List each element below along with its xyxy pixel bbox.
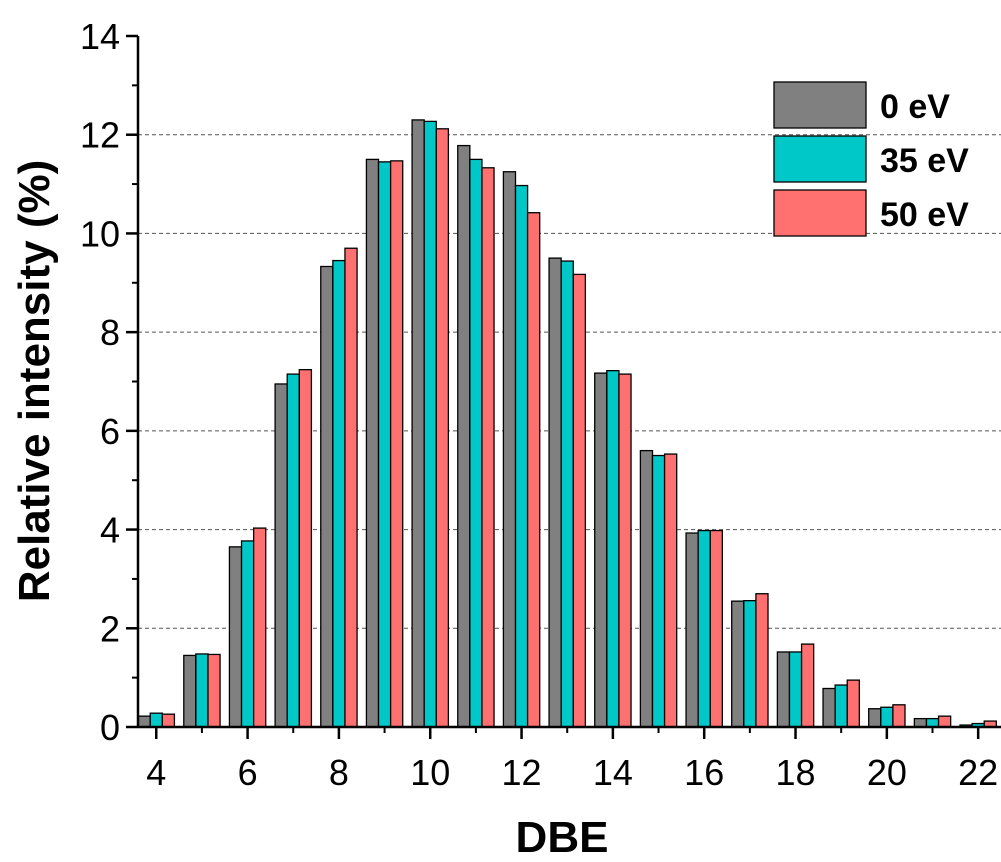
y-tick-label: 8 [100, 312, 120, 353]
bar [137, 715, 151, 728]
bar [149, 712, 163, 728]
bar [365, 158, 380, 728]
y-tick-label: 4 [100, 510, 120, 551]
bar [481, 167, 495, 728]
bar [639, 449, 654, 728]
bar [411, 119, 425, 728]
bar [274, 383, 288, 728]
bar [344, 247, 358, 728]
bar [560, 260, 574, 728]
y-tick-label: 2 [100, 608, 120, 649]
bar [389, 160, 404, 728]
x-tick-label: 8 [329, 752, 349, 793]
axes [126, 34, 1001, 739]
bar [526, 212, 541, 728]
bar [207, 653, 221, 728]
y-tick-labels: 0 2 4 6 8 10 12 14 [80, 16, 120, 748]
x-tick-label: 14 [593, 752, 633, 793]
bar [618, 373, 632, 728]
bar [892, 704, 906, 728]
bar [709, 529, 724, 728]
bar [868, 708, 882, 728]
bar [594, 372, 608, 728]
bar [880, 706, 894, 728]
bars [137, 119, 997, 728]
bar [183, 654, 197, 728]
bar [663, 453, 678, 728]
bar [240, 540, 255, 728]
bar [548, 257, 562, 728]
legend-swatch [773, 189, 867, 237]
bar [228, 546, 243, 728]
x-tick-label: 4 [146, 752, 166, 793]
bar [332, 259, 346, 728]
x-tick-labels: 4 6 8 10 12 14 16 18 20 22 [146, 752, 998, 793]
bar [572, 273, 587, 728]
bar [286, 373, 300, 728]
bar [755, 593, 769, 728]
bar [925, 717, 940, 728]
bar [651, 454, 666, 728]
bar [161, 713, 176, 728]
y-tick-label: 12 [80, 115, 120, 156]
bar [685, 532, 699, 728]
bar [606, 369, 620, 728]
x-tick-label: 22 [958, 752, 998, 793]
bar [457, 144, 471, 728]
y-tick-label: 0 [100, 707, 120, 748]
bar [731, 600, 745, 728]
bar [423, 120, 437, 728]
legend-swatch [773, 135, 867, 183]
bar [743, 599, 757, 728]
bar [320, 265, 334, 728]
bar [776, 651, 791, 728]
bar [514, 184, 529, 728]
legend: 0 eV 35 eV 50 eV [773, 81, 969, 237]
bar [298, 369, 313, 728]
x-tick-label: 10 [410, 752, 450, 793]
bar [800, 643, 815, 728]
legend-swatch [773, 81, 867, 129]
bar [834, 684, 848, 728]
y-tick-label: 6 [100, 411, 120, 452]
bar [469, 158, 483, 728]
bar [195, 653, 209, 728]
legend-label: 50 eV [880, 196, 969, 234]
bar [252, 527, 267, 728]
bar [377, 161, 392, 728]
bar [913, 717, 928, 728]
bar [822, 687, 836, 728]
x-axis-title: DBE [516, 813, 609, 862]
x-tick-label: 6 [238, 752, 258, 793]
bar [697, 529, 711, 728]
bar [937, 715, 952, 728]
bar [788, 651, 803, 728]
y-axis-title: Relative intensity (%) [10, 160, 59, 603]
legend-label: 0 eV [880, 88, 950, 126]
y-tick-label: 14 [80, 16, 120, 57]
x-tick-label: 20 [867, 752, 907, 793]
bar [435, 128, 450, 728]
bar [846, 679, 860, 728]
bar [502, 171, 517, 728]
y-tick-label: 10 [80, 213, 120, 254]
x-tick-label: 12 [502, 752, 542, 793]
x-tick-label: 18 [776, 752, 816, 793]
x-tick-label: 16 [684, 752, 724, 793]
legend-label: 35 eV [880, 142, 969, 180]
